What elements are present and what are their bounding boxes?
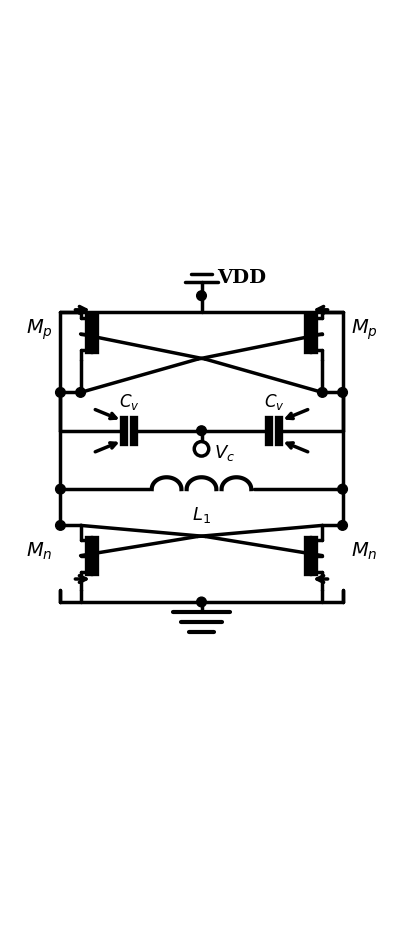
Circle shape — [338, 387, 347, 398]
Text: $M_p$: $M_p$ — [25, 317, 52, 342]
Circle shape — [76, 387, 85, 398]
Circle shape — [197, 597, 206, 607]
Text: $C_v$: $C_v$ — [118, 392, 139, 412]
Circle shape — [318, 387, 327, 398]
Circle shape — [56, 387, 65, 398]
Text: $V_c$: $V_c$ — [214, 443, 235, 463]
Circle shape — [197, 426, 206, 435]
Circle shape — [56, 521, 65, 530]
Text: $M_n$: $M_n$ — [26, 541, 52, 562]
Text: VDD: VDD — [218, 268, 267, 286]
Text: $L_1$: $L_1$ — [192, 505, 211, 526]
Circle shape — [338, 484, 347, 494]
Text: $M_n$: $M_n$ — [351, 541, 377, 562]
Circle shape — [197, 291, 206, 300]
Circle shape — [56, 484, 65, 494]
Circle shape — [338, 521, 347, 530]
Text: $M_p$: $M_p$ — [351, 317, 378, 342]
Text: $C_v$: $C_v$ — [264, 392, 285, 412]
